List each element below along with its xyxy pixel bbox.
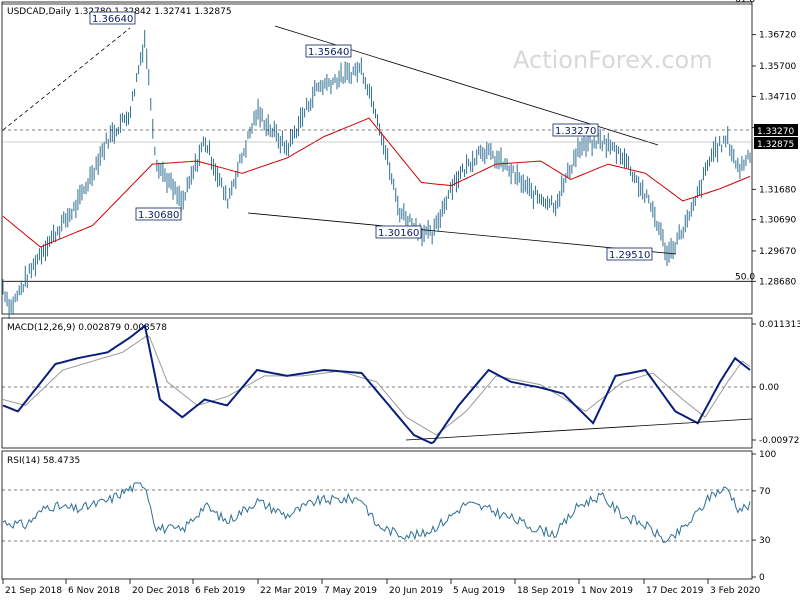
macd-trend-line [405,418,753,441]
price-moving-average-line [2,117,751,248]
rsi-y-tick-label: 30 [759,536,771,546]
macd-signal-line [2,334,751,436]
fib-level-label: 50.0 [735,272,755,282]
macd-line [2,323,751,445]
rsi-y-tick-label: 0 [759,573,765,583]
annotation-text-3: 1.33270 [555,126,596,137]
rsi-panel: RSI(14) 58.4735 100 70 30 0 [1,450,776,583]
current-price-badge: 1.32875 [754,137,798,150]
x-tick-label: 6 Feb 2019 [195,586,246,596]
annotation-3: 1.33270 [552,123,599,137]
x-tick-label: 21 Sep 2018 [5,586,62,596]
resistance-price-box [754,124,798,136]
x-tick-label: 20 Jun 2019 [389,586,443,596]
price-bars [2,29,751,319]
rsi-y-tick-label: 70 [759,487,771,497]
price-levels: 61.8 50.0 [2,0,755,282]
rsi-panel-frame [1,450,753,580]
x-tick-label: 17 Dec 2019 [646,586,704,596]
x-tick-label: 1 Nov 2019 [581,586,633,596]
price-y-tick-label: 1.29670 [759,247,796,257]
annotation-6: 1.29510 [606,247,653,261]
price-y-tick-label: 1.31680 [759,185,796,195]
current-price-box [754,137,798,149]
rsi-y-tick-label: 100 [759,450,776,460]
price-y-tick-label: 1.34710 [759,92,796,102]
annotation-text-2: 1.35640 [308,47,349,58]
macd-title: MACD(12,26,9) 0.002879 0.003578 [7,323,167,333]
price-y-tick-label: 1.35700 [759,62,796,72]
rsi-line [2,482,751,543]
price-y-tick-label: 1.28680 [759,277,796,287]
price-y-axis: 1.367201.357001.347101.336901.316801.306… [752,31,796,287]
x-tick-label: 7 May 2019 [324,586,377,596]
annotation-text-6: 1.29510 [609,250,650,261]
price-panel-frame [1,1,753,315]
rsi-title: RSI(14) 58.4735 [7,456,80,466]
price-y-tick-label: 1.30690 [759,216,796,226]
macd-panel: MACD(12,26,9) 0.002879 0.003578 0.011313… [1,317,800,449]
x-axis: 21 Sep 2018 6 Nov 2018 20 Dec 2018 6 Feb 20… [2,579,761,596]
resistance-price-text: 1.33270 [757,127,794,137]
price-y-tick-label: 1.36720 [759,31,796,41]
price-panel: USDCAD,Daily 1.32780 1.32842 1.32741 1.3… [1,0,798,319]
x-tick-label: 18 Sep 2019 [517,586,574,596]
x-tick-label: 3 Feb 2020 [710,586,761,596]
annotation-box-6 [606,247,653,261]
annotation-text-1: 1.36640 [92,14,133,25]
macd-y-axis: 0.011313 0.00 -0.009729 [752,320,800,446]
current-price-text: 1.32875 [757,140,794,150]
annotation-5: 1.30160 [375,225,422,239]
trend-resistance-line [274,25,659,146]
x-tick-label: 20 Dec 2018 [132,586,190,596]
macd-y-tick-label: -0.009729 [759,436,800,446]
annotation-text-4: 1.30680 [138,210,179,221]
annotation-1: 1.36640 [89,11,136,25]
annotation-box-3 [552,123,599,137]
rsi-y-axis: 100 70 30 0 [752,450,776,583]
trend-support-line [247,212,677,255]
macd-panel-frame [1,317,753,449]
macd-y-tick-label: 0.011313 [759,320,800,330]
annotation-box-1 [89,11,136,25]
watermark: ActionForex.com [513,46,713,74]
x-tick-label: 5 Aug 2019 [453,586,505,596]
annotation-box-5 [375,225,422,239]
x-tick-label: 22 Mar 2019 [260,586,317,596]
macd-y-tick-label: 0.00 [759,383,779,393]
annotation-2: 1.35640 [305,44,352,58]
x-tick-label: 6 Nov 2018 [68,586,120,596]
annotation-box-4 [135,207,182,221]
annotation-text-5: 1.30160 [378,228,419,239]
trend-dashed-line [2,27,131,131]
annotation-4: 1.30680 [135,207,182,221]
annotation-box-2 [305,44,352,58]
resistance-price-badge: 1.33270 [754,124,798,137]
fib-level-label: 61.8 [735,0,755,5]
